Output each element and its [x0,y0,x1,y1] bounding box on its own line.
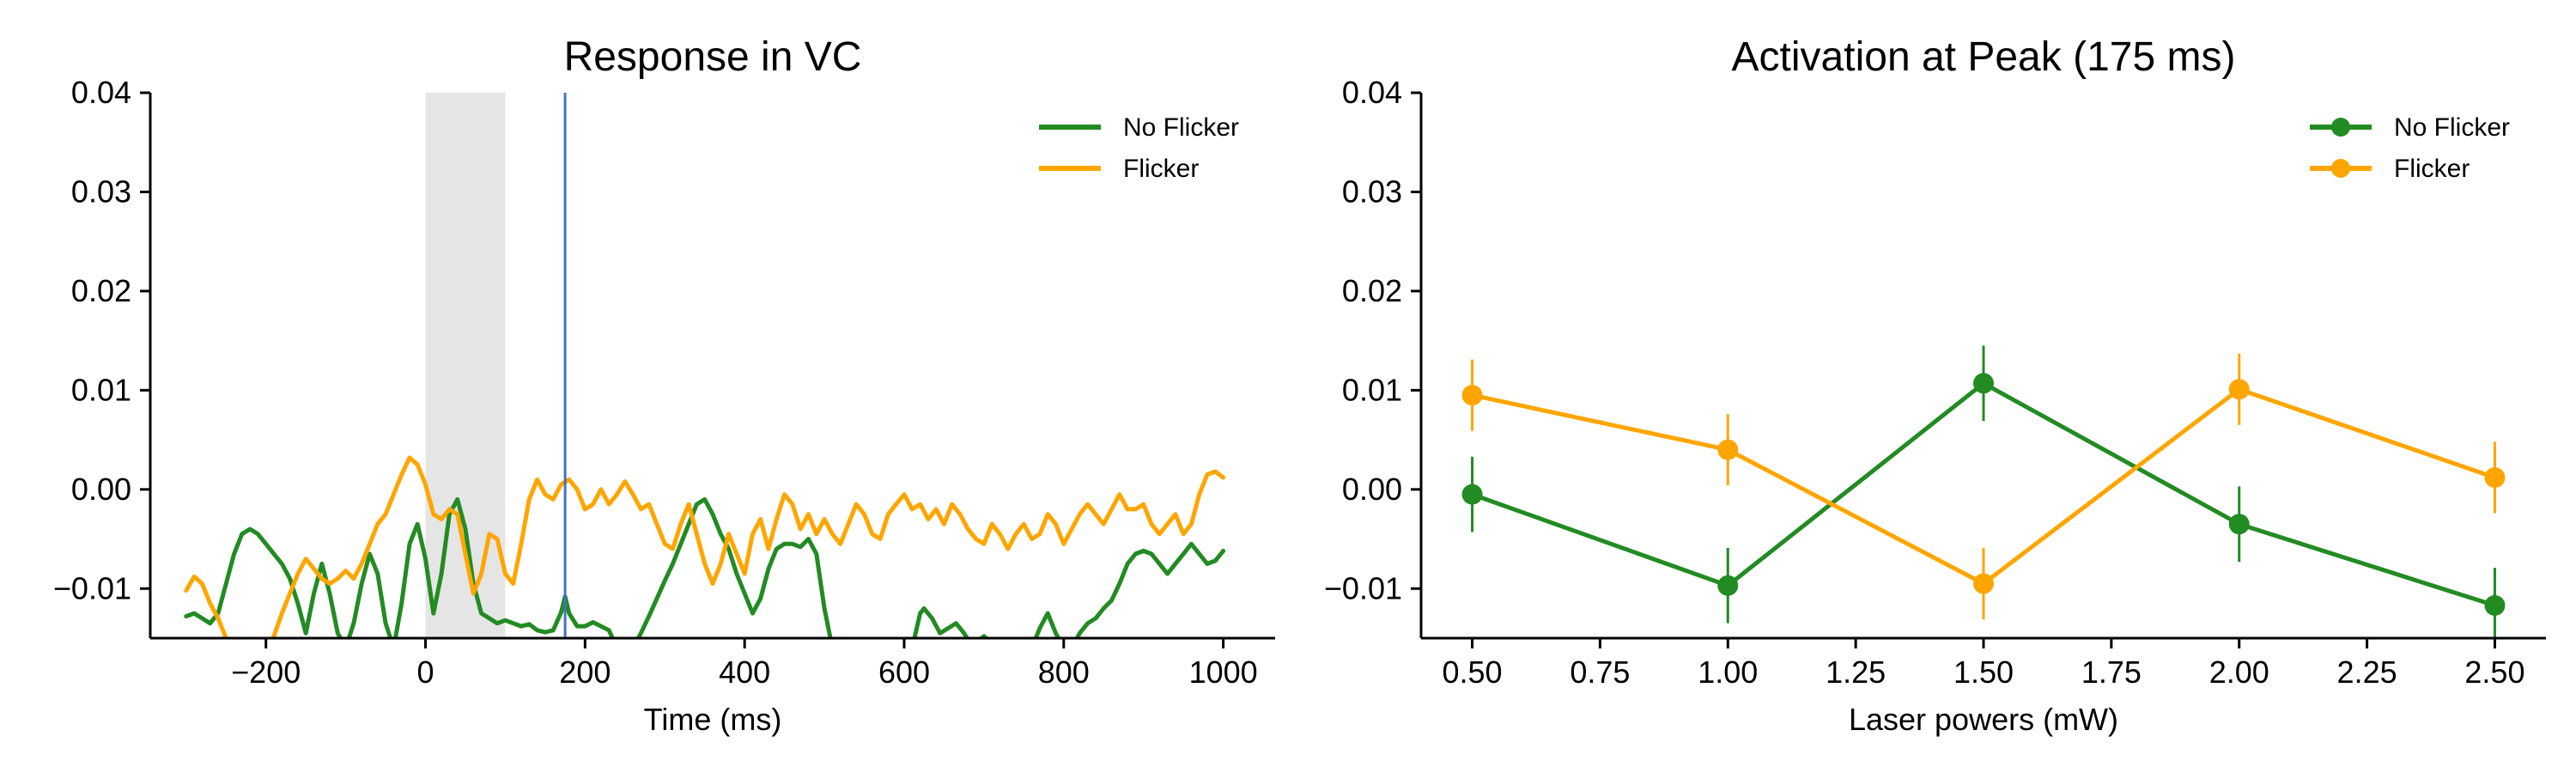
data-point-flicker [1461,385,1483,406]
activation-x-tick-label: 1.50 [1953,654,2014,690]
activation-y-tick-label: −0.01 [1324,570,1402,606]
data-point-no-flicker [1973,373,1994,394]
response-chart-legend: No Flicker Flicker [1039,113,1239,183]
response-legend-label: No Flicker [1123,113,1239,142]
response-x-tick-label: 600 [878,654,930,690]
activation-x-tick-label: 1.00 [1698,654,1758,690]
activation-x-tick-label: 2.50 [2464,654,2524,690]
activation-legend-label: Flicker [2394,155,2470,183]
response-y-tick-label: 0.02 [71,273,131,308]
series-line-no-flicker [184,496,1226,638]
activation-legend-label: No Flicker [2394,113,2510,142]
data-point-flicker [1717,439,1739,460]
activation-x-tick-label: 1.25 [1826,654,1886,690]
response-y-tick-label: 0.04 [71,75,131,110]
data-point-no-flicker [2484,594,2506,616]
activation-x-tick-label: 0.75 [1570,654,1630,690]
response-x-tick-label: −200 [231,654,301,690]
activation-y-tick-label: 0.00 [1342,472,1402,507]
response-x-tick-label: 400 [719,654,770,690]
data-point-no-flicker [1461,484,1483,505]
response-y-tick-label: 0.01 [71,372,131,407]
response-chart-xlabel: Time (ms) [644,702,782,737]
series-line-flicker [184,455,1226,638]
activation-x-tick-label: 0.50 [1443,654,1503,690]
response-x-tick-label: 1000 [1189,654,1258,690]
activation-x-tick-label: 2.25 [2337,654,2397,690]
response-x-tick-label: 200 [559,654,611,690]
activation-y-tick-label: 0.01 [1342,372,1402,407]
data-point-flicker [2228,379,2250,400]
activation-x-tick-label: 1.75 [2081,654,2142,690]
data-point-no-flicker [2228,514,2250,535]
activation-chart-legend: No Flicker Flicker [2310,113,2510,183]
response-chart-title: Response in VC [564,34,862,80]
activation-chart-xlabel: Laser powers (mW) [1849,702,2118,737]
data-point-no-flicker [1717,575,1739,596]
activation-chart-title: Activation at Peak (175 ms) [1732,34,2236,80]
response-x-tick-label: 0 [417,654,434,690]
data-point-flicker [1973,573,1994,594]
data-point-flicker [2484,466,2506,488]
response-y-tick-label: 0.03 [71,173,131,209]
activation-y-tick-label: 0.03 [1342,173,1402,209]
activation-y-tick-label: 0.02 [1342,273,1402,308]
activation-legend-marker [2331,159,2350,178]
activation-legend-marker [2331,118,2350,137]
response-y-tick-label: 0.00 [71,472,131,507]
response-y-tick-label: −0.01 [53,570,131,606]
activation-y-tick-label: 0.04 [1342,75,1402,110]
response-x-tick-label: 800 [1038,654,1090,690]
response-legend-label: Flicker [1123,155,1199,183]
response-chart: −200 0 200 400 600 800 1000 −0.01 0.00 0.01 0.02 0.… [53,34,1275,737]
activation-x-tick-label: 2.00 [2209,654,2269,690]
activation-chart: 0.50 0.75 1.00 1.25 1.50 1.75 2.00 2.25 2.50 −0.0… [1324,34,2546,737]
